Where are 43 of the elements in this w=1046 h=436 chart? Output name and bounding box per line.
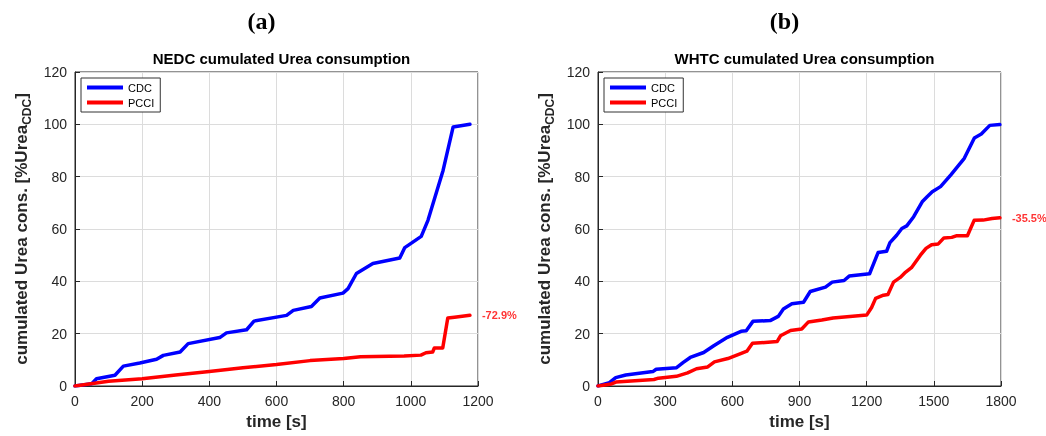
y-tick-label: 60 [51,221,68,237]
y-axis-title: cumulated Urea cons. [%UreaCDC] [535,93,557,365]
y-tick-label: 20 [51,325,68,342]
text: (a) [247,8,276,34]
annotation: -72.9% [481,309,518,322]
x-tick-label: 0 [594,393,603,409]
chart-title: NEDC cumulated Urea consumption [152,50,411,67]
y-tick-label: 0 [582,378,591,394]
y-tick-label: 40 [574,273,591,290]
x-tick-label: 1200 [462,393,494,409]
x-tick-label: 900 [787,393,812,409]
annotation: -35.5% [1011,211,1046,224]
y-tick-label: 60 [574,221,591,237]
x-tick-label: 600 [264,393,289,409]
x-axis-title: time [s] [246,411,307,431]
chart-title: WHTC cumulated Urea consumption [674,50,935,67]
legend-label: PCCI [651,96,678,109]
x-tick-label: 1000 [395,393,427,409]
x-tick-label: 600 [720,393,745,409]
y-tick-label: 20 [574,325,591,342]
y-tick-label: 100 [566,116,591,133]
x-tick-label: 1200 [851,393,883,409]
x-tick-label: 400 [197,393,222,409]
legend-label: CDC [651,81,675,94]
y-tick-label: 0 [59,378,68,394]
x-tick-label: 800 [331,393,356,409]
x-tick-label: 300 [653,393,678,409]
legend-label: CDC [128,81,152,94]
x-tick-label: 0 [71,393,80,409]
legend-label: PCCI [128,96,155,109]
y-tick-label: 100 [43,116,68,133]
x-tick-label: 1500 [918,393,950,409]
y-tick-label: 40 [51,273,68,290]
x-tick-label: 200 [130,393,155,409]
y-tick-label: 80 [574,168,591,185]
x-tick-label: 1800 [985,393,1017,409]
y-tick-label: 120 [566,64,591,80]
y-tick-label: 80 [51,168,68,185]
x-axis-title: time [s] [769,411,830,431]
y-axis-title: cumulated Urea cons. [%UreaCDC] [12,93,34,365]
text: (b) [769,8,800,34]
y-tick-label: 120 [43,64,68,80]
line-series [73,313,472,388]
